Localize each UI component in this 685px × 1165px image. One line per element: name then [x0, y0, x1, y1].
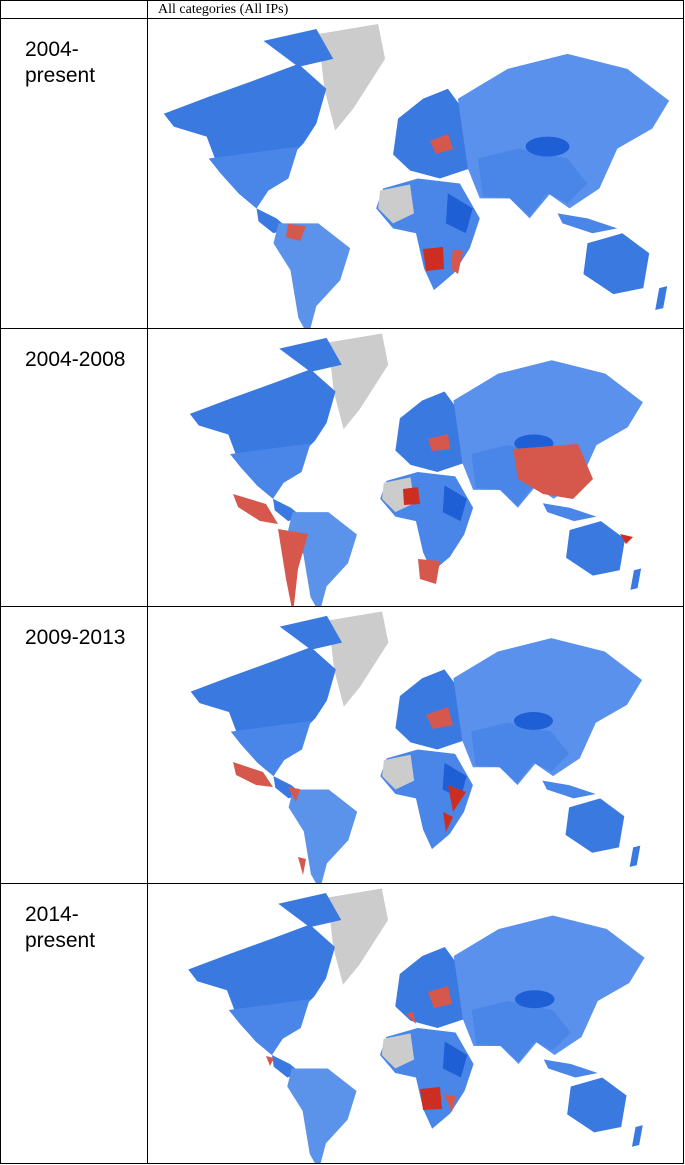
map-cell: [147, 883, 684, 1164]
corner-cell: [0, 0, 148, 19]
map-cell: [147, 18, 684, 329]
world-map: [189, 333, 643, 606]
period-label: 2014-present: [0, 883, 148, 1164]
period-label: 2004-2008: [0, 328, 148, 607]
map-cell: [147, 328, 684, 607]
period-label: 2004-present: [0, 18, 148, 329]
map-cell: [147, 606, 684, 884]
period-label: 2009-2013: [0, 606, 148, 884]
world-map: [188, 888, 645, 1163]
world-map: [190, 611, 643, 883]
column-header: All categories (All IPs): [147, 0, 684, 19]
world-map: [163, 23, 670, 328]
